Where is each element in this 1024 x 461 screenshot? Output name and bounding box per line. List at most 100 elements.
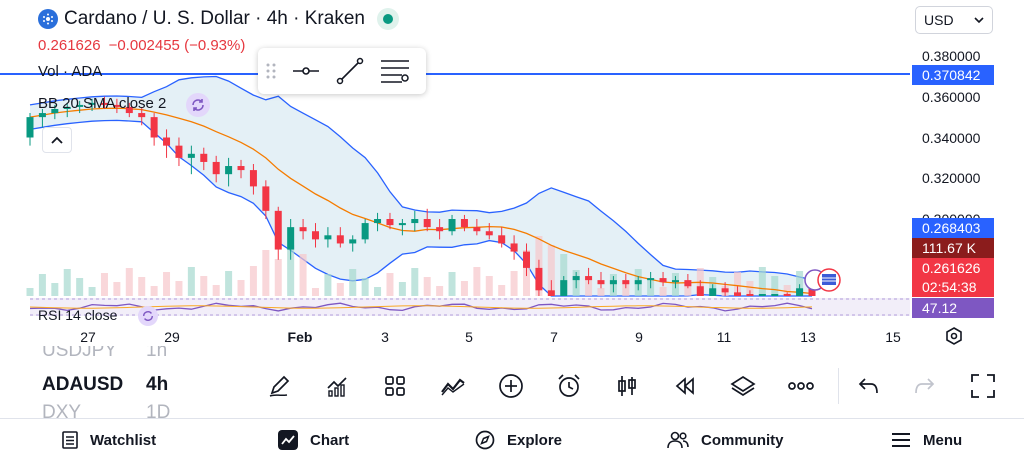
- volume-bar: [212, 285, 220, 296]
- drag-handle-icon[interactable]: [266, 62, 276, 80]
- trend-lines-icon[interactable]: [424, 368, 482, 404]
- volume-bar: [597, 288, 605, 296]
- symbol-item-dxy[interactable]: DXY: [42, 402, 82, 418]
- draw-pencil-icon[interactable]: [250, 368, 308, 404]
- symbol-title[interactable]: Cardano / U. S. Dollar · 4h · Kraken: [64, 8, 365, 29]
- chart-settings-icon[interactable]: [944, 326, 964, 351]
- horizontal-line-price-tag: 0.370842: [912, 65, 994, 85]
- candle-body: [684, 280, 692, 287]
- interval-scroller[interactable]: 1h 4h 1D: [146, 346, 186, 418]
- volume-bar: [436, 286, 444, 296]
- chevron-down-icon: [974, 17, 984, 24]
- nav-explore[interactable]: Explore: [475, 430, 562, 450]
- volume-bar: [374, 287, 382, 296]
- candle-body: [547, 290, 555, 296]
- candle-body: [783, 294, 791, 296]
- replay-icon[interactable]: [656, 368, 714, 404]
- undo-icon[interactable]: [838, 368, 896, 404]
- price-axis[interactable]: 0.380000 0.360000 0.340000 0.320000 0.30…: [912, 0, 1024, 330]
- volume-bar: [125, 268, 133, 296]
- interval-item[interactable]: 1D: [146, 402, 171, 418]
- fullscreen-icon[interactable]: [954, 368, 1012, 404]
- volume-bar: [163, 272, 171, 296]
- candle-body: [758, 294, 766, 296]
- candle-body: [262, 186, 270, 211]
- more-icon[interactable]: [772, 368, 830, 404]
- bollinger-upper-band: [29, 75, 813, 281]
- horizontal-line-tool-icon[interactable]: [292, 61, 320, 81]
- candle-body: [634, 280, 642, 285]
- volume-bar: [262, 250, 270, 296]
- volume-bar: [100, 273, 108, 296]
- candle-body: [125, 106, 133, 114]
- time-tick: 5: [465, 329, 473, 345]
- symbol-item-adausd[interactable]: ADAUSD: [42, 374, 124, 395]
- upper-band-price-tag: 0.268403: [912, 218, 994, 238]
- nav-community-label: Community: [701, 431, 784, 449]
- volume-indicator-label[interactable]: Vol · ADA: [38, 63, 103, 80]
- candle-body: [38, 113, 46, 118]
- line-settings-icon[interactable]: [380, 58, 410, 84]
- volume-bar: [498, 285, 506, 296]
- candle-body: [609, 280, 617, 285]
- volume-bar: [187, 267, 195, 296]
- volume-bar: [38, 274, 46, 296]
- volume-bar: [175, 281, 183, 296]
- volume-bar: [423, 277, 431, 296]
- symbol-scroller[interactable]: USDJPY ADAUSD DXY: [42, 346, 182, 418]
- candle-body: [311, 231, 319, 240]
- candle-body: [163, 137, 171, 146]
- interval-item-selected[interactable]: 4h: [146, 374, 169, 395]
- nav-community[interactable]: Community: [667, 431, 784, 449]
- alert-clock-icon[interactable]: [540, 368, 598, 404]
- nav-menu[interactable]: Menu: [891, 432, 962, 449]
- candle-body: [535, 267, 543, 291]
- candle-body: [336, 235, 344, 244]
- bb-loading-icon: [186, 93, 210, 117]
- volume-bar: [299, 254, 307, 296]
- interval-item[interactable]: 1h: [146, 346, 168, 361]
- symbol-header[interactable]: Cardano / U. S. Dollar · 4h · Kraken: [38, 8, 399, 30]
- indicators-icon[interactable]: [308, 368, 366, 404]
- candle-body: [88, 102, 96, 105]
- trend-line-tool-icon[interactable]: [336, 57, 364, 85]
- add-icon[interactable]: [482, 368, 540, 404]
- layers-icon[interactable]: [714, 368, 772, 404]
- nav-watchlist[interactable]: Watchlist: [62, 431, 156, 449]
- currency-select[interactable]: USD: [915, 6, 993, 34]
- collapse-indicators-button[interactable]: [42, 127, 72, 153]
- price-tick: 0.340000: [922, 130, 981, 146]
- chart-icon: [278, 430, 298, 450]
- volume-bar: [485, 276, 493, 296]
- volume-bar: [386, 273, 394, 296]
- price-chart[interactable]: [0, 0, 910, 327]
- cardano-symbol-icon: [38, 9, 58, 29]
- candles-icon[interactable]: [598, 368, 656, 404]
- candle-body: [796, 288, 804, 296]
- symbol-item-usdjpy[interactable]: USDJPY: [42, 346, 117, 361]
- candle-body: [734, 292, 742, 296]
- candle-body: [647, 278, 655, 281]
- nav-chart[interactable]: Chart: [278, 430, 349, 450]
- time-tick: 3: [381, 329, 389, 345]
- candle-body: [460, 219, 468, 228]
- bb-indicator-label[interactable]: BB 20 SMA close 2: [38, 95, 167, 112]
- candle-body: [274, 210, 282, 250]
- candle-body: [200, 153, 208, 162]
- time-tick: 13: [800, 329, 816, 345]
- volume-bar: [26, 288, 34, 296]
- redo-icon[interactable]: [896, 368, 954, 404]
- rsi-indicator-label[interactable]: RSI 14 close: [38, 307, 118, 323]
- volume-bar: [88, 287, 96, 296]
- time-axis[interactable]: 27 29 Feb 3 5 7 9 11 13 15: [0, 327, 910, 347]
- time-tick: 29: [164, 329, 180, 345]
- volume-bar: [460, 281, 468, 296]
- candle-body: [423, 219, 431, 228]
- volume-bar: [225, 271, 233, 296]
- templates-grid-icon[interactable]: [366, 368, 424, 404]
- volume-bar: [783, 285, 791, 296]
- volume-bar: [771, 276, 779, 296]
- candle-body: [212, 161, 220, 175]
- volume-tag: 111.67 K: [912, 238, 994, 258]
